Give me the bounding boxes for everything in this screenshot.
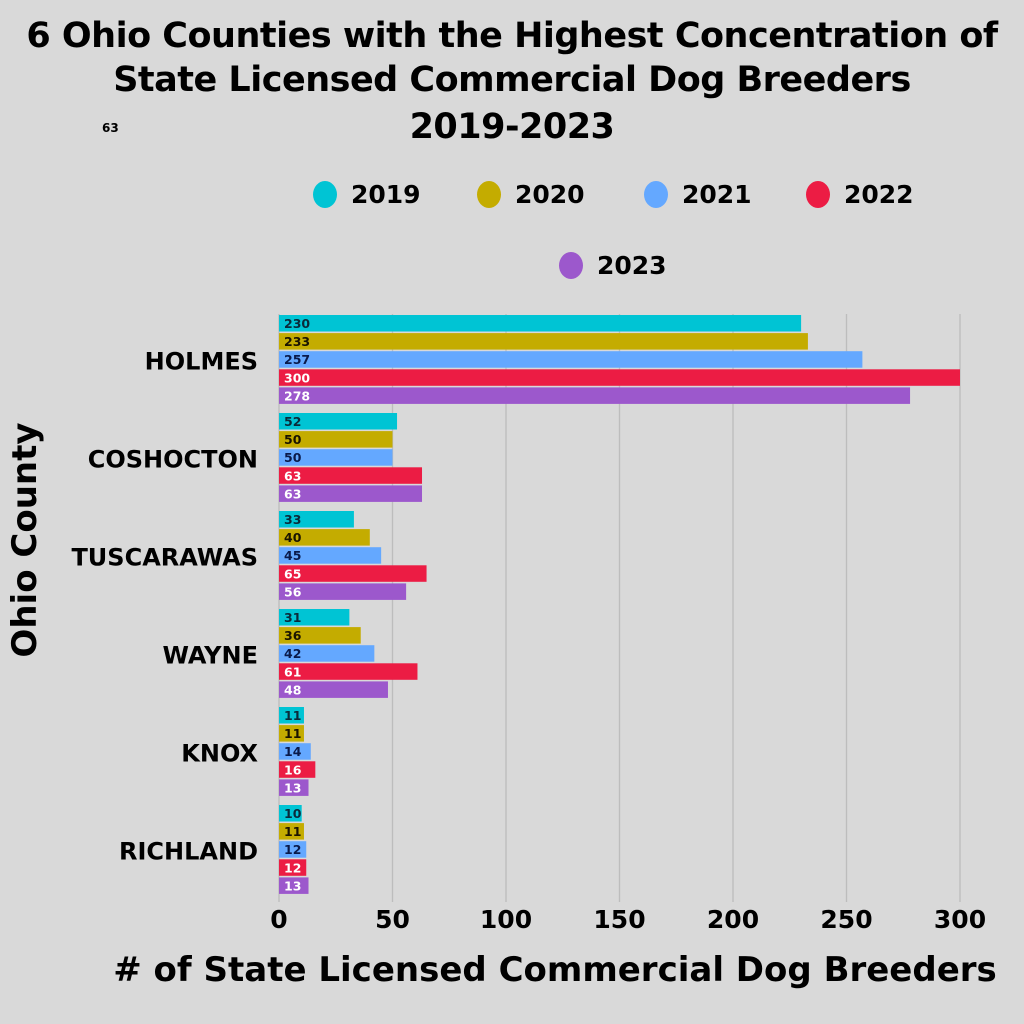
bar [279,645,375,662]
bar [279,485,423,502]
data-label: 12 [284,860,301,875]
bar [279,627,361,644]
bar [279,877,309,894]
data-label: 61 [284,664,301,679]
x-tick-label: 200 [707,905,759,934]
bar [279,565,427,582]
bar [279,351,863,368]
data-label: 11 [284,708,301,723]
data-label: 16 [284,762,302,777]
x-tick-label: 300 [934,905,986,934]
bar [279,761,316,778]
bar [279,387,911,404]
bar [279,609,350,626]
chart-title-line-2: State Licensed Commercial Dog Breeders [113,60,911,100]
x-tick-label: 250 [820,905,872,934]
y-tick-label: KNOX [181,739,258,767]
data-label: 36 [284,628,302,643]
bar [279,369,960,386]
bar [279,333,808,350]
bar [279,315,802,332]
data-label: 257 [284,352,310,367]
data-label: 11 [284,824,301,839]
legend-label: 2019 [351,180,421,209]
legend-item: 2021 [644,180,752,209]
data-label: 33 [284,512,301,527]
bar [279,725,304,742]
data-label: 300 [284,370,310,385]
data-label: 12 [284,842,301,857]
x-tick-label: 100 [480,905,532,934]
legend-swatch-icon [559,252,583,279]
legend-item: 2020 [477,180,585,209]
data-label: 13 [284,780,301,795]
legend-item: 2022 [806,180,914,209]
legend-item: 2019 [313,180,421,209]
legend-label: 2020 [515,180,585,209]
data-label: 11 [284,726,301,741]
bar [279,431,393,448]
data-label: 31 [284,610,301,625]
bar [279,583,407,600]
legend-item: 2023 [559,251,667,280]
legend-label: 2023 [597,251,667,280]
data-label: 14 [284,744,302,759]
bar [279,511,354,528]
bar [279,449,393,466]
data-label: 63 [284,468,301,483]
bar [279,467,423,484]
data-label: 50 [284,432,302,447]
data-label: 65 [284,566,301,581]
data-label: 10 [284,806,302,821]
y-tick-label: HOLMES [145,347,258,375]
bar [279,413,398,430]
data-label: 40 [284,530,302,545]
y-tick-label: WAYNE [162,641,258,669]
data-label: 13 [284,878,301,893]
y-tick-label: COSHOCTON [88,445,258,473]
legend-label: 2021 [682,180,752,209]
bar [279,805,302,822]
data-label: 45 [284,548,301,563]
stray-data-label: 63 [102,121,119,135]
legend-label: 2022 [844,180,914,209]
bar [279,841,307,858]
x-axis-label: # of State Licensed Commercial Dog Breed… [113,950,997,990]
x-tick-label: 50 [375,905,410,934]
bar [279,859,307,876]
bar [279,681,388,698]
bar [279,707,304,724]
data-label: 52 [284,414,301,429]
bar [279,823,304,840]
data-label: 56 [284,584,302,599]
bar [279,779,309,796]
bar [279,663,418,680]
data-label: 42 [284,646,301,661]
legend-swatch-icon [644,181,668,208]
legend-swatch-icon [477,181,501,208]
data-label: 278 [284,388,310,403]
x-tick-label: 0 [270,905,287,934]
legend-swatch-icon [313,181,337,208]
data-label: 230 [284,316,310,331]
y-tick-label: TUSCARAWAS [71,543,258,571]
chart-title-line-1: 6 Ohio Counties with the Highest Concent… [26,16,998,56]
y-tick-label: RICHLAND [119,837,258,865]
data-label: 63 [284,486,301,501]
x-tick-label: 150 [593,905,645,934]
bar [279,529,370,546]
data-label: 48 [284,682,301,697]
bar [279,547,382,564]
chart-title-line-3: 2019-2023 [409,107,615,147]
data-label: 50 [284,450,302,465]
legend-swatch-icon [806,181,830,208]
bar [279,743,311,760]
data-label: 233 [284,334,310,349]
